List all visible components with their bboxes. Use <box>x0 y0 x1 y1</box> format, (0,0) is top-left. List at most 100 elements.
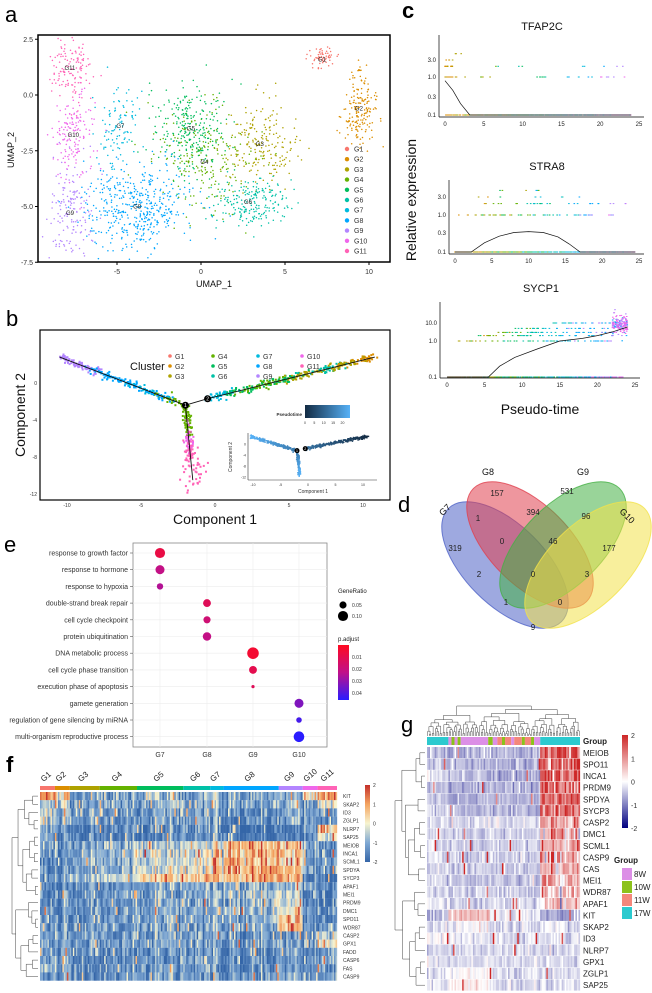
umap-point <box>260 213 263 216</box>
umap-point <box>102 170 105 172</box>
umap-point <box>153 193 156 195</box>
umap-point <box>122 160 124 162</box>
umap-point <box>183 120 185 122</box>
umap-point <box>150 158 153 160</box>
umap-point <box>142 228 145 230</box>
expression-point <box>574 251 577 253</box>
cell-point <box>262 385 265 388</box>
umap-point <box>71 232 73 234</box>
umap-point <box>352 77 354 79</box>
umap-point <box>122 247 124 250</box>
umap-point <box>120 197 123 199</box>
expression-point <box>576 376 579 378</box>
umap-point <box>153 214 155 216</box>
umap-point <box>183 174 186 177</box>
umap-point <box>252 185 255 188</box>
inset-point <box>253 438 256 440</box>
umap-point <box>80 65 82 68</box>
branch-node <box>181 401 189 409</box>
inset-point <box>266 440 268 442</box>
cell-point <box>199 465 202 468</box>
umap-point <box>136 250 139 252</box>
umap-point <box>63 74 66 76</box>
expression-point <box>450 76 453 78</box>
umap-point <box>106 66 109 68</box>
umap-point <box>68 179 70 181</box>
umap-point <box>166 222 168 225</box>
cell-point <box>192 483 194 486</box>
umap-point <box>182 212 185 215</box>
umap-point <box>185 131 187 133</box>
legend-swatch <box>344 238 350 243</box>
umap-point <box>186 101 189 103</box>
inset-point <box>292 451 294 453</box>
umap-point <box>262 189 264 191</box>
umap-point <box>354 105 356 108</box>
umap-point <box>250 195 253 197</box>
cell-point <box>188 432 191 435</box>
umap-point <box>55 175 57 177</box>
inset-point <box>319 443 321 445</box>
umap-point <box>113 208 116 210</box>
umap-point <box>297 155 299 157</box>
legend-item-G8: G8 <box>256 364 272 371</box>
x-tick-label: 10 <box>525 259 532 265</box>
umap-point <box>204 141 207 144</box>
cell-point <box>78 362 80 365</box>
cell-point <box>118 380 121 383</box>
umap-point <box>217 153 219 155</box>
y-tick-label: 2.5 <box>23 37 33 44</box>
umap-point <box>256 192 259 194</box>
legend-swatch <box>344 208 350 213</box>
cell-point <box>155 390 158 392</box>
umap-point <box>182 135 185 137</box>
umap-point <box>201 174 204 176</box>
expression-point <box>547 251 550 253</box>
umap-point <box>143 166 145 168</box>
umap-point <box>225 123 228 125</box>
umap-point <box>188 170 190 173</box>
umap-point <box>154 125 156 128</box>
umap-point <box>274 162 277 164</box>
umap-point <box>73 130 75 132</box>
umap-point <box>114 127 117 129</box>
legend-label: G3 <box>175 374 184 381</box>
umap-point <box>212 173 215 175</box>
inset-point <box>351 440 354 442</box>
umap-point <box>66 105 68 107</box>
umap-point <box>182 116 185 118</box>
umap-point <box>133 204 135 206</box>
inset-point <box>318 445 321 448</box>
inset-point <box>278 444 280 446</box>
umap-point <box>190 101 192 104</box>
umap-point <box>170 138 172 140</box>
umap-point <box>73 208 76 210</box>
umap-point <box>245 232 247 234</box>
cell-point <box>368 360 371 363</box>
expression-point <box>539 196 542 198</box>
umap-point <box>122 177 124 180</box>
umap-point <box>198 124 201 127</box>
umap-point <box>280 163 283 166</box>
inset-point <box>298 463 300 465</box>
umap-point <box>51 59 54 62</box>
expression-point <box>449 76 451 78</box>
umap-point <box>357 111 360 114</box>
umap-point <box>357 59 360 61</box>
umap-point <box>336 129 338 132</box>
umap-point <box>159 198 161 201</box>
umap-point <box>105 231 108 234</box>
cell-point <box>147 392 150 395</box>
umap-point <box>205 171 208 174</box>
umap-point <box>118 147 121 150</box>
cell-point <box>337 363 340 366</box>
umap-point <box>68 134 71 136</box>
umap-point <box>116 194 118 196</box>
umap-point <box>246 143 249 145</box>
cell-point <box>77 366 80 369</box>
umap-point <box>265 135 268 138</box>
umap-point <box>172 140 175 142</box>
cell-point <box>187 460 190 463</box>
umap-point <box>169 144 171 147</box>
x-tick-label: -5 <box>114 269 120 276</box>
